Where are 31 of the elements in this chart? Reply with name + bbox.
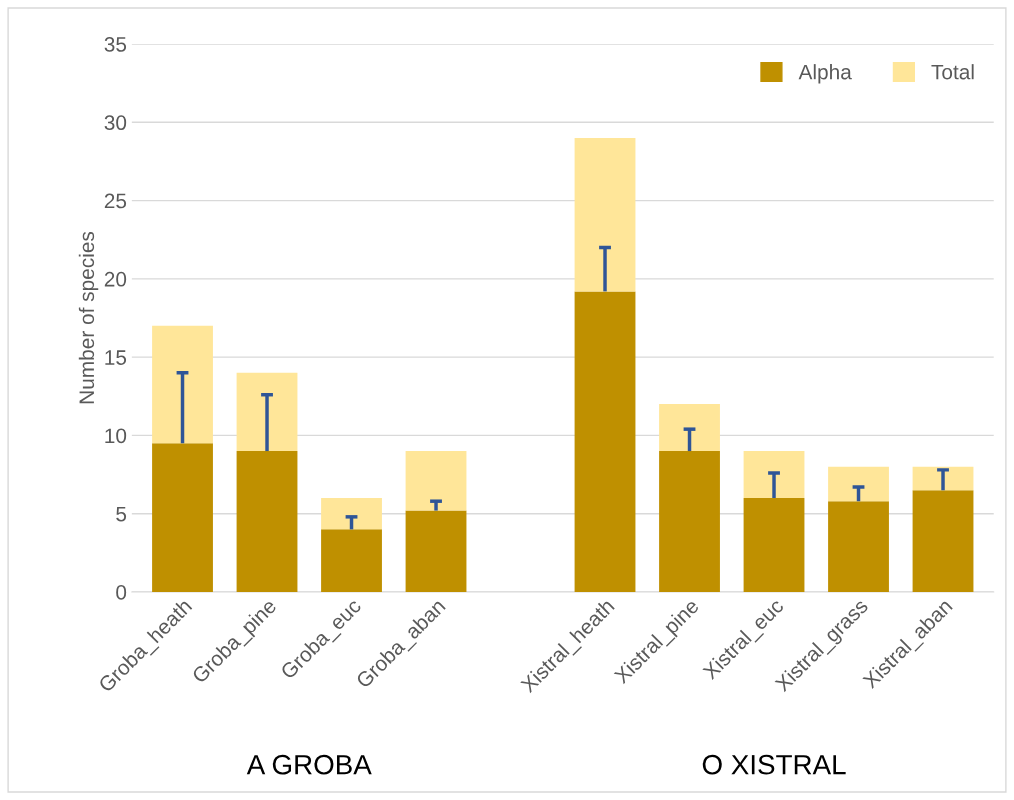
y-tick-label: 10	[105, 428, 127, 444]
bar	[236, 451, 298, 592]
y-tick-label: 15	[105, 350, 127, 365]
bar	[659, 404, 720, 452]
y-tick-label: 5	[116, 506, 127, 522]
y-tick-label: 30	[104, 115, 127, 131]
y-tick-label: 20	[104, 271, 127, 287]
bar	[743, 498, 805, 592]
bar	[152, 443, 213, 592]
bar	[321, 498, 382, 530]
bar	[405, 510, 467, 592]
legend-label: Total	[931, 64, 974, 80]
bar	[405, 451, 467, 511]
y-tick-label: 25	[104, 193, 127, 209]
bar	[912, 466, 974, 491]
y-axis-title: Number of species	[78, 231, 99, 404]
legend-label: Alpha	[798, 64, 852, 84]
bar	[321, 529, 382, 592]
bar	[912, 490, 974, 592]
text: O XISTRAL	[702, 754, 846, 775]
bar	[236, 372, 298, 452]
text: A GROBA	[246, 754, 372, 775]
bar	[828, 466, 889, 502]
bar	[574, 137, 636, 292]
bar	[152, 325, 213, 444]
y-tick-label: 35	[104, 37, 127, 52]
bar	[659, 451, 720, 592]
y-tick-label: 0	[116, 585, 127, 600]
bar	[743, 451, 805, 499]
bar	[828, 501, 889, 592]
bar	[574, 291, 636, 592]
